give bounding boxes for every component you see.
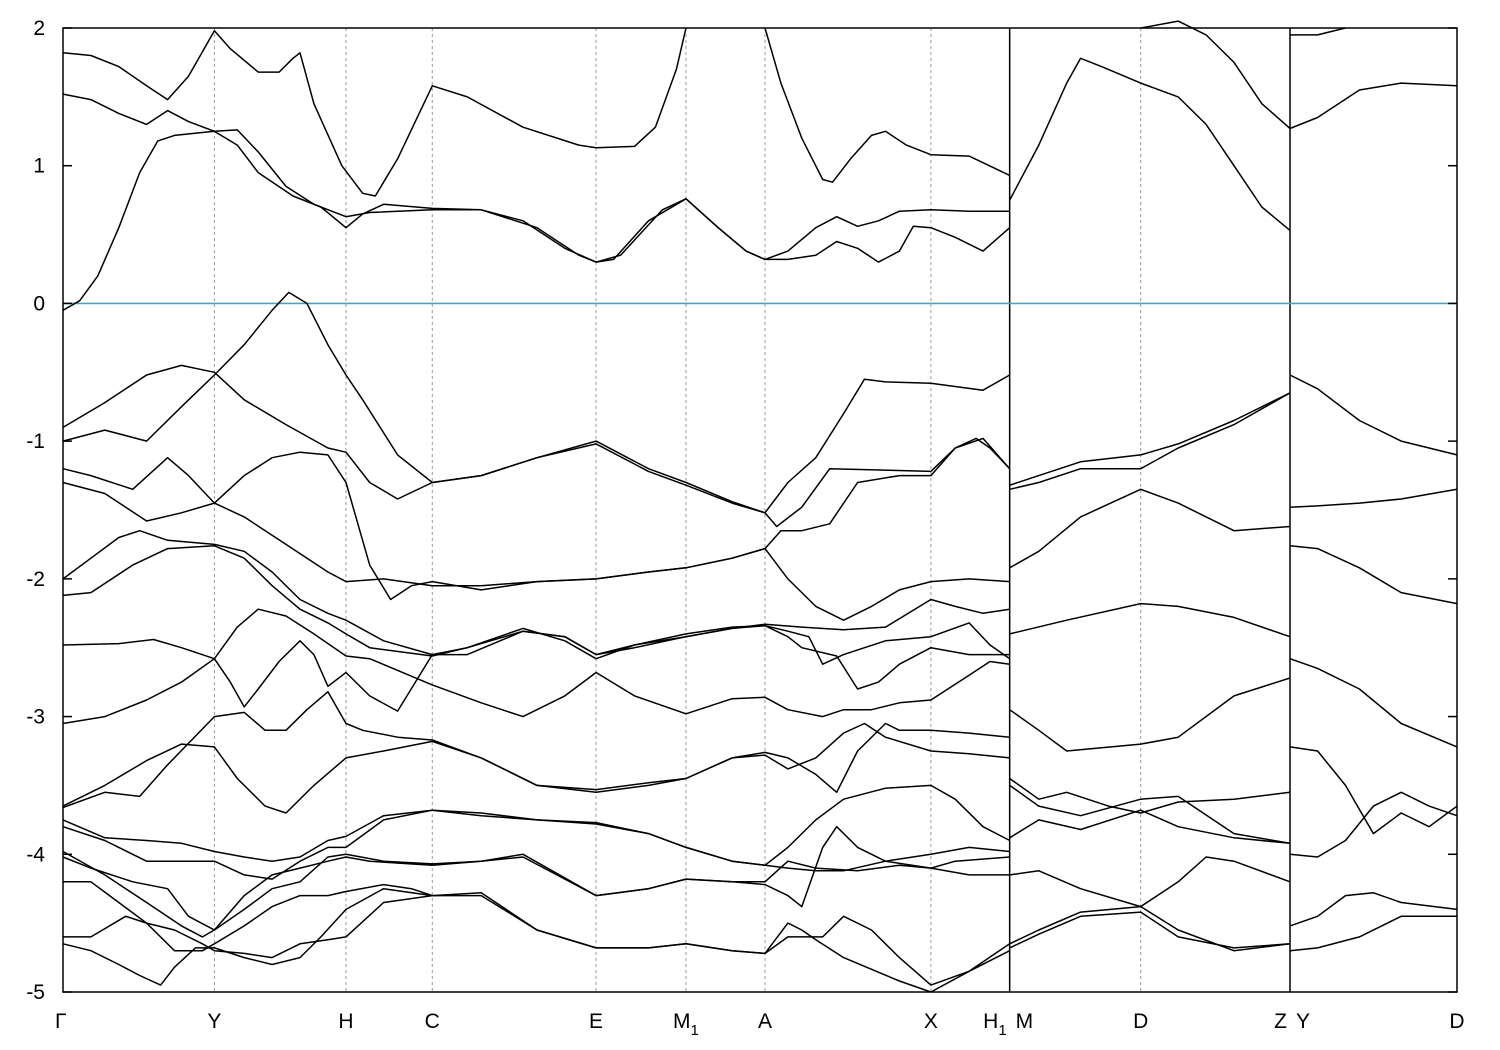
band-line-24 bbox=[1009, 392, 1291, 491]
kpoint-label: Y bbox=[1296, 1010, 1310, 1033]
band-line-29 bbox=[1009, 777, 1291, 814]
band-lines bbox=[62, 20, 1458, 993]
band-line-42 bbox=[1289, 915, 1457, 952]
band-line-41 bbox=[1289, 892, 1458, 927]
band-line-36 bbox=[1289, 488, 1458, 508]
kpoint-label: Γ bbox=[55, 1010, 67, 1033]
band-line-22 bbox=[63, 883, 1011, 993]
y-tick-label: -4 bbox=[26, 843, 45, 866]
band-line-25 bbox=[1009, 392, 1291, 486]
band-line-7 bbox=[62, 364, 1011, 514]
band-line-39 bbox=[1289, 746, 1458, 835]
band-line-23 bbox=[62, 887, 433, 986]
band-line-27 bbox=[1009, 602, 1291, 638]
y-tick-label: -1 bbox=[26, 430, 45, 453]
kpoint-label: Y bbox=[207, 1010, 221, 1033]
kpoint-label: C bbox=[425, 1010, 440, 1033]
kpoint-label: A bbox=[758, 1010, 772, 1033]
kpoint-label: D bbox=[1449, 1010, 1464, 1033]
kpoint-label: H1 bbox=[983, 1010, 1007, 1039]
y-tick-label: -5 bbox=[26, 981, 45, 1004]
plot-frame bbox=[62, 27, 1458, 993]
band-line-33 bbox=[1009, 905, 1291, 952]
band-line-14 bbox=[62, 608, 1010, 725]
k-point-labels: Γ Y H C E M1 A X H1 M D Z Y D bbox=[55, 1010, 1465, 1039]
y-tick-labels: -5 -4 -3 -2 -1 0 1 2 bbox=[26, 17, 45, 1004]
band-line-18 bbox=[62, 809, 1010, 880]
band-line-6 bbox=[1140, 20, 1458, 130]
band-line-8 bbox=[62, 291, 1011, 528]
band-line-37 bbox=[1289, 545, 1458, 605]
y-tick-label: -2 bbox=[26, 568, 45, 591]
kpoint-label: M1 bbox=[673, 1010, 699, 1039]
band-line-9 bbox=[62, 437, 1011, 587]
band-line-38 bbox=[1289, 657, 1458, 748]
band-line-28 bbox=[1009, 677, 1291, 752]
band-line-43 bbox=[1290, 27, 1346, 36]
band-line-17 bbox=[62, 784, 1011, 867]
band-line-34 bbox=[1009, 911, 1291, 949]
band-line-31 bbox=[1009, 809, 1291, 845]
kpoint-label: D bbox=[1133, 1010, 1148, 1033]
band-line-20 bbox=[62, 853, 1010, 931]
kpoint-label: E bbox=[589, 1010, 603, 1033]
band-line-3 bbox=[62, 27, 687, 197]
band-line-16 bbox=[62, 722, 1010, 814]
band-line-19 bbox=[62, 825, 1010, 938]
grid-lines bbox=[213, 28, 1291, 992]
band-line-10 bbox=[62, 451, 1010, 621]
kpoint-label: H bbox=[338, 1010, 353, 1033]
kpoint-label: M bbox=[1016, 1010, 1034, 1033]
band-line-13 bbox=[62, 624, 1010, 712]
y-tick-label: -3 bbox=[26, 706, 45, 729]
y-tick-label: 0 bbox=[33, 292, 45, 315]
band-line-11 bbox=[62, 529, 1010, 656]
axis-ticks bbox=[63, 27, 1457, 993]
y-tick-label: 1 bbox=[33, 155, 45, 178]
band-line-5 bbox=[1009, 57, 1291, 231]
band-line-4 bbox=[764, 27, 1011, 183]
band-line-21 bbox=[63, 881, 1011, 986]
band-line-30 bbox=[1009, 784, 1291, 845]
band-line-2 bbox=[62, 93, 1010, 263]
band-line-35 bbox=[1289, 374, 1458, 456]
y-tick-label: 2 bbox=[33, 17, 45, 40]
kpoint-label: Z bbox=[1274, 1010, 1287, 1033]
band-line-1 bbox=[62, 129, 1011, 311]
kpoint-label: X bbox=[924, 1010, 938, 1033]
band-line-32 bbox=[1009, 856, 1291, 908]
band-line-26 bbox=[1009, 488, 1291, 569]
band-line-40 bbox=[1289, 791, 1458, 858]
band-line-12 bbox=[62, 545, 1011, 665]
